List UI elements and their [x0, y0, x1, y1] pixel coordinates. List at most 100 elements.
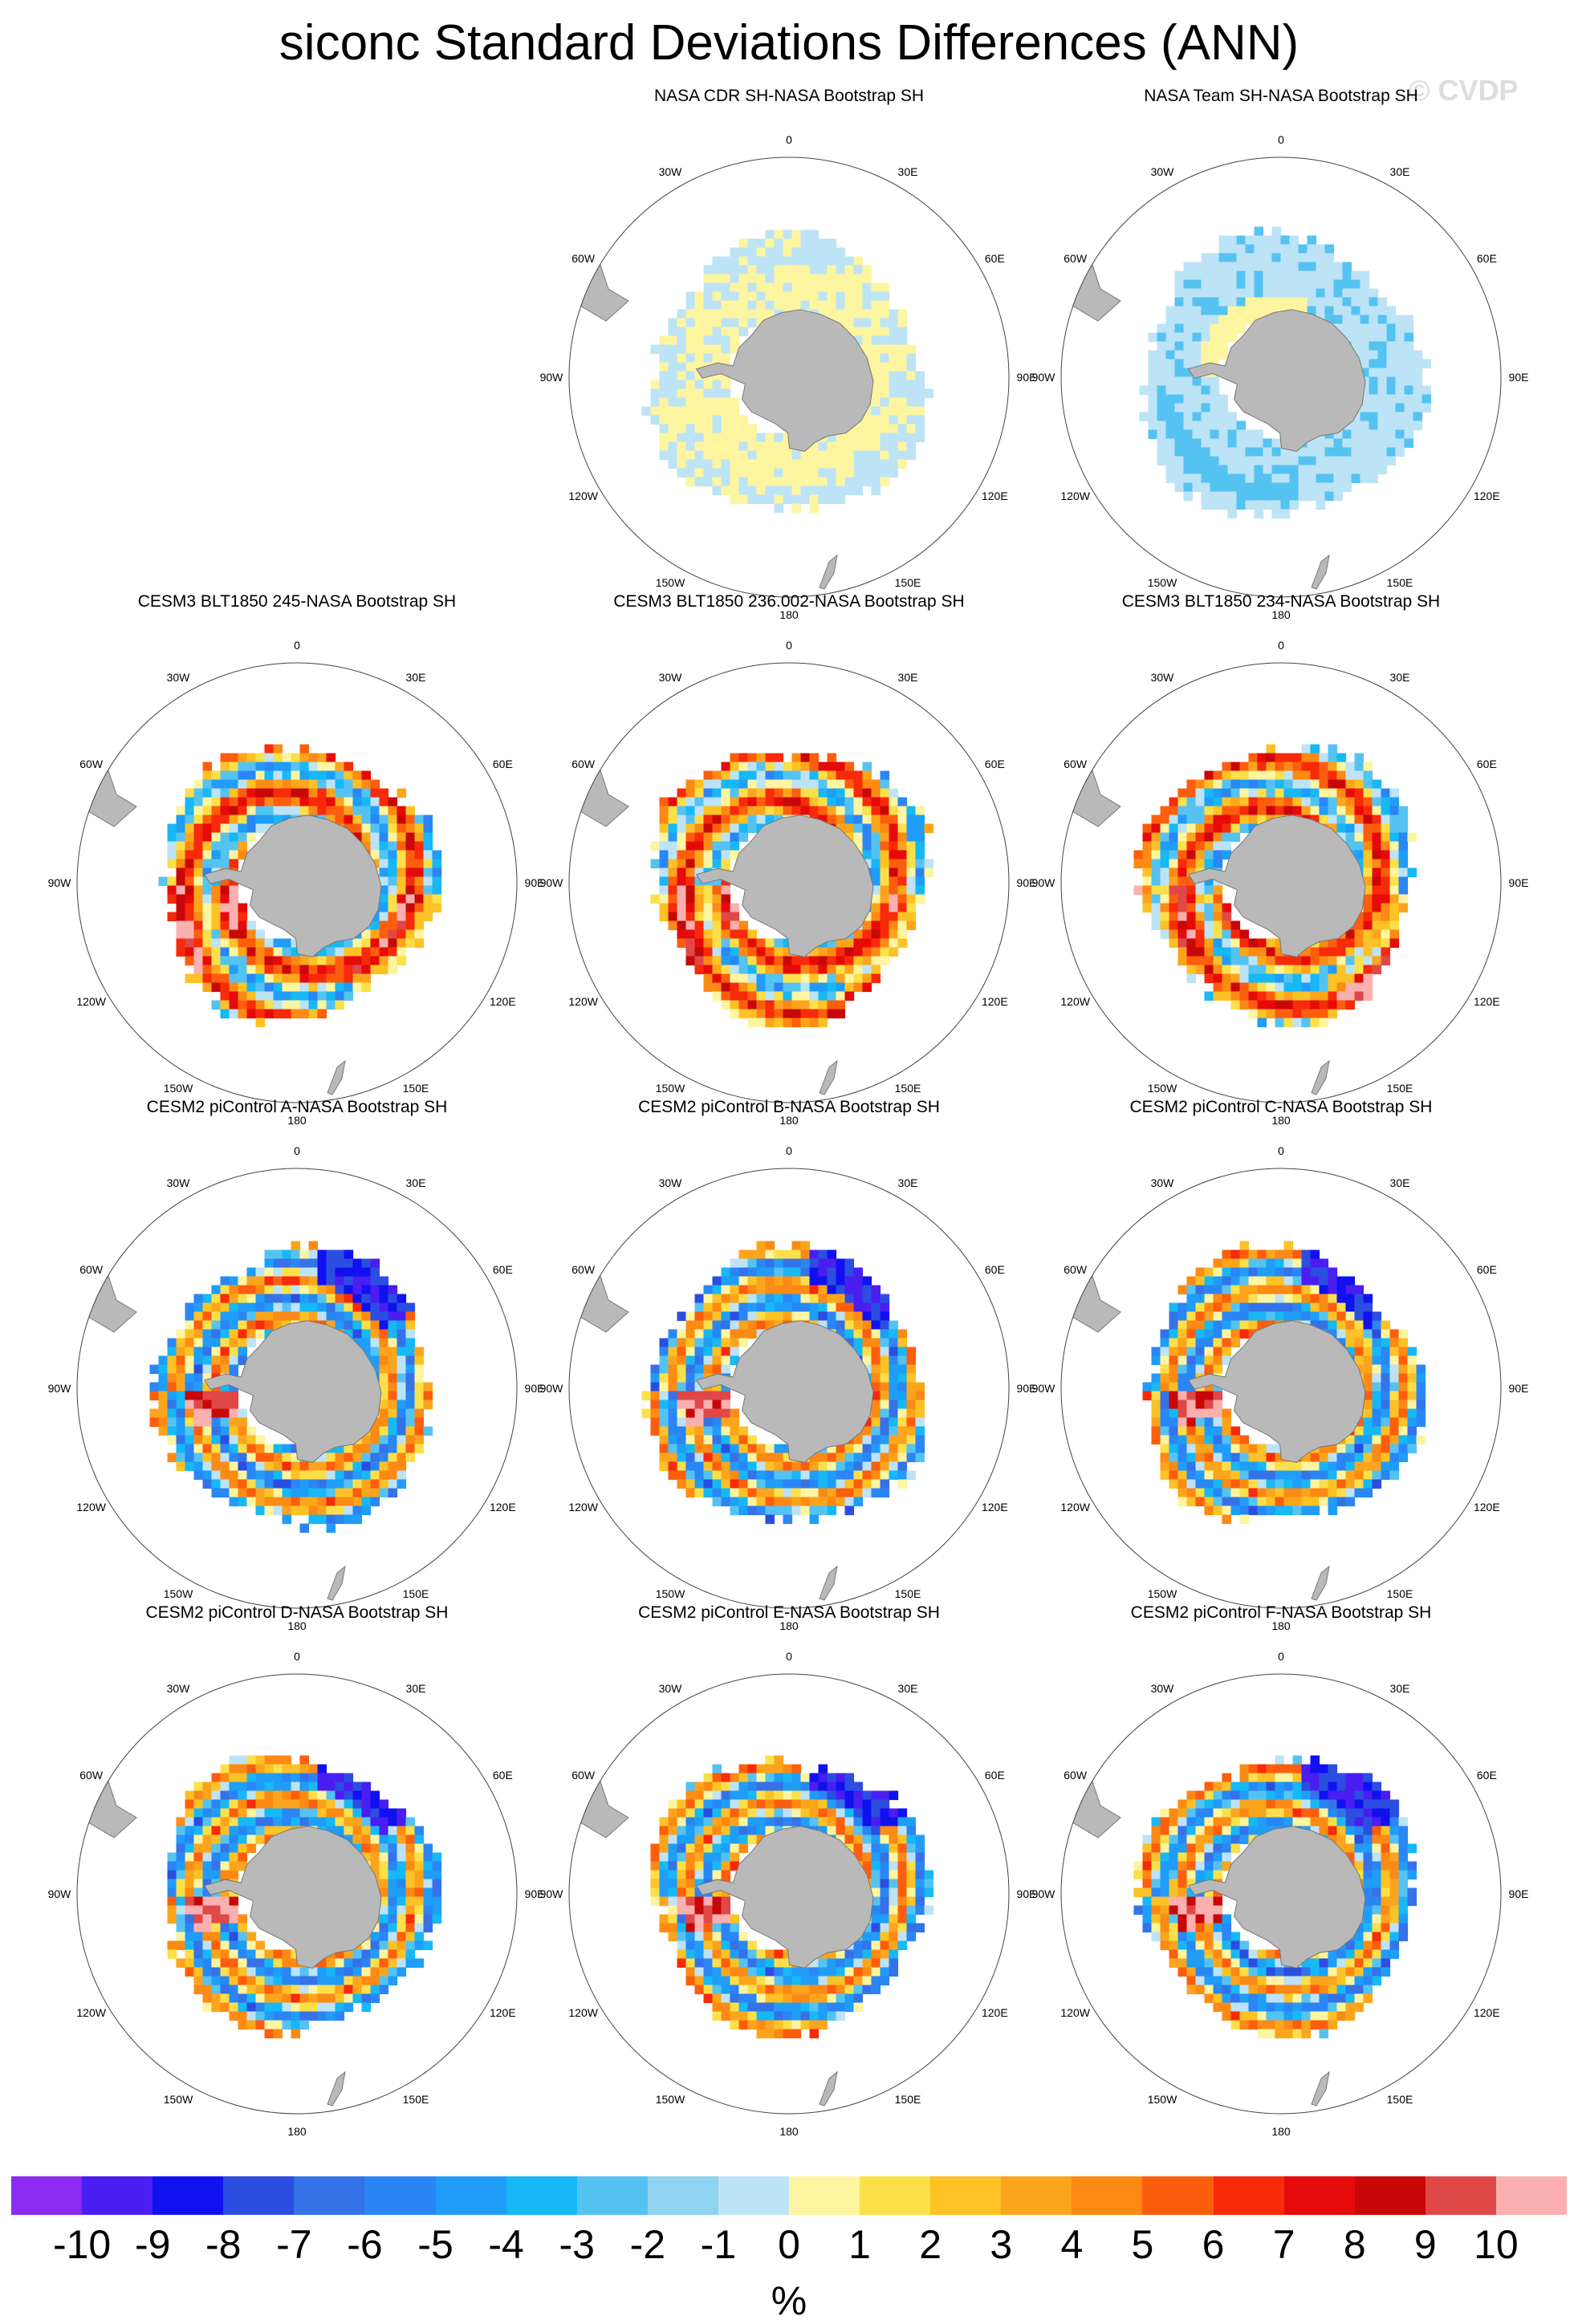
- field-cell: [1249, 939, 1259, 949]
- field-cell: [651, 1400, 661, 1410]
- field-cell: [748, 451, 758, 461]
- field-cell: [1293, 1286, 1303, 1295]
- field-cell: [1328, 992, 1338, 1002]
- field-cell: [713, 1453, 722, 1463]
- field-cell: [1381, 1427, 1391, 1436]
- field-cell: [1205, 1409, 1214, 1419]
- field-cell: [739, 1321, 749, 1331]
- field-cell: [916, 1418, 925, 1428]
- field-cell: [1149, 351, 1158, 360]
- field-cell: [722, 1453, 731, 1463]
- field-cell: [889, 1427, 899, 1436]
- field-cell: [1290, 457, 1299, 466]
- field-cell: [889, 1383, 899, 1392]
- field-cell: [1178, 1444, 1188, 1454]
- field-cell: [230, 1444, 239, 1454]
- field-cell: [1408, 1436, 1417, 1445]
- field-cell: [256, 1489, 266, 1498]
- field-cell: [168, 1400, 177, 1410]
- field-cell: [854, 486, 864, 496]
- field-cell: [810, 257, 820, 266]
- field-cell: [247, 1286, 257, 1295]
- field-cell: [686, 939, 696, 949]
- field-cell: [406, 1356, 416, 1366]
- field-cell: [1214, 780, 1223, 790]
- field-cell: [1369, 342, 1379, 351]
- field-cell: [766, 1489, 775, 1498]
- field-cell: [274, 1001, 283, 1010]
- field-cell: [238, 974, 248, 984]
- field-cell: [863, 948, 872, 957]
- field-cell: [397, 1347, 407, 1357]
- field-cell: [739, 477, 749, 487]
- field-cell: [730, 495, 740, 505]
- field-cell: [766, 1312, 775, 1322]
- field-cell: [695, 398, 705, 408]
- field-cell: [247, 1436, 257, 1445]
- field-cell: [1169, 1462, 1179, 1472]
- field-cell: [1381, 1444, 1391, 1454]
- field-cell: [256, 798, 266, 807]
- field-cell: [766, 1497, 775, 1507]
- field-cell: [212, 833, 222, 843]
- field-cell: [371, 1321, 380, 1331]
- field-cell: [424, 859, 433, 869]
- longitude-label: 60E: [1477, 758, 1497, 770]
- field-cell: [669, 1418, 678, 1428]
- field-cell: [1355, 1427, 1364, 1436]
- field-cell: [238, 1330, 248, 1339]
- field-cell: [783, 1259, 793, 1269]
- field-cell: [730, 815, 740, 825]
- field-cell: [907, 886, 917, 896]
- field-cell: [1405, 342, 1414, 351]
- field-cell: [1408, 1365, 1417, 1375]
- field-cell: [1325, 298, 1335, 307]
- field-cell: [872, 1436, 881, 1445]
- field-cell: [1166, 421, 1176, 431]
- field-cell: [792, 983, 802, 993]
- field-cell: [1231, 1321, 1241, 1331]
- field-cell: [1231, 824, 1241, 834]
- field-cell: [415, 824, 425, 834]
- field-cell: [1360, 412, 1370, 422]
- field-cell: [722, 327, 731, 337]
- field-cell: [1249, 789, 1259, 798]
- field-cell: [1290, 280, 1299, 290]
- field-cell: [1267, 1444, 1276, 1454]
- field-cell: [660, 1462, 669, 1472]
- field-cell: [238, 1427, 248, 1436]
- field-cell: [318, 771, 327, 781]
- field-cell: [863, 292, 872, 302]
- field-cell: [677, 921, 687, 931]
- field-cell: [1396, 333, 1405, 343]
- field-cell: [686, 310, 696, 319]
- field-cell: [1320, 771, 1329, 781]
- field-cell: [872, 292, 881, 302]
- field-cell: [766, 948, 775, 957]
- field-cell: [1193, 448, 1202, 457]
- field-cell: [872, 1462, 881, 1472]
- field-cell: [1399, 1383, 1409, 1392]
- field-cell: [845, 266, 855, 275]
- field-cell: [1272, 280, 1282, 290]
- field-cell: [907, 1365, 917, 1375]
- field-cell: [730, 425, 740, 434]
- field-cell: [1187, 895, 1197, 904]
- field-cell: [247, 1339, 257, 1348]
- field-cell: [898, 1436, 908, 1445]
- field-cell: [203, 859, 213, 869]
- field-cell: [1405, 315, 1414, 325]
- field-cell: [1214, 1427, 1223, 1436]
- field-cell: [766, 283, 775, 293]
- field-cell: [1249, 948, 1259, 957]
- field-cell: [185, 1453, 195, 1463]
- field-cell: [1299, 298, 1308, 307]
- field-cell: [247, 1268, 257, 1278]
- field-cell: [388, 1347, 398, 1357]
- field-cell: [1166, 324, 1176, 334]
- field-cell: [651, 1409, 661, 1419]
- field-cell: [1364, 1436, 1373, 1445]
- field-cell: [1272, 492, 1282, 502]
- field-cell: [1231, 833, 1241, 843]
